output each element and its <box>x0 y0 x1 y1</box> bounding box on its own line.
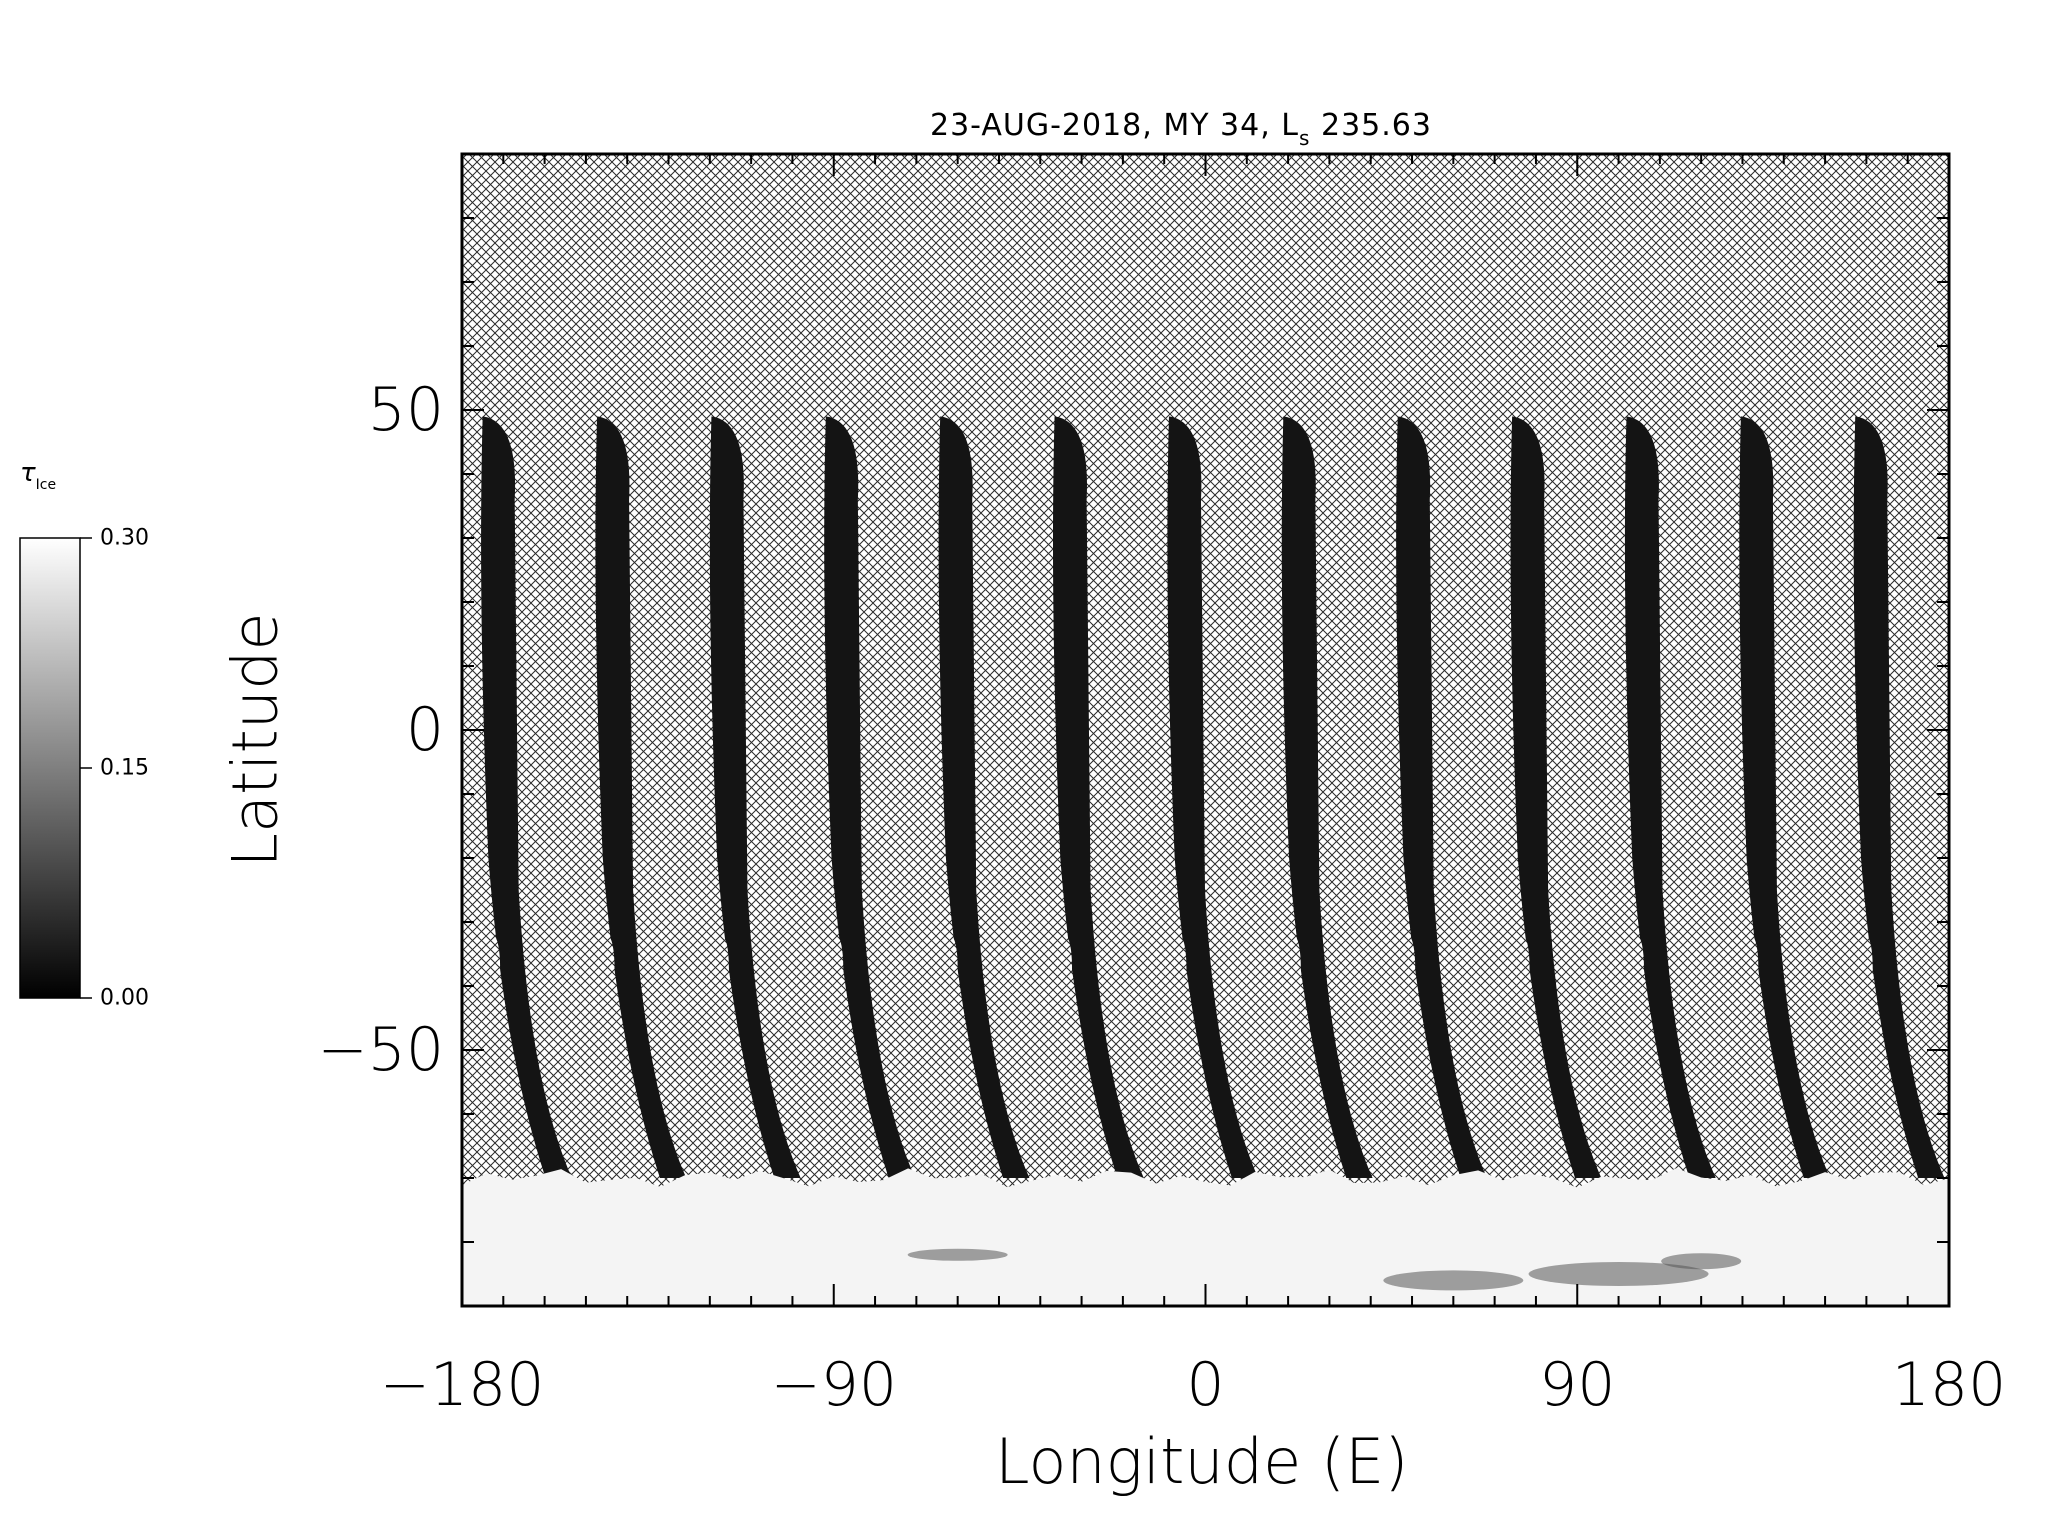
data-gap <box>1288 936 1301 997</box>
data-gap <box>1060 936 1073 997</box>
colorbar-tick-label: 0.30 <box>100 525 149 551</box>
hood-shadow <box>1528 1262 1709 1286</box>
x-tick-label: 90 <box>1539 1350 1616 1420</box>
colorbar-title: τIce <box>20 458 57 493</box>
hood-shadow <box>907 1248 1008 1261</box>
x-axis-label: Longitude (E) <box>995 1425 1409 1498</box>
data-gap <box>716 936 729 997</box>
data-gap <box>945 936 958 997</box>
orbit-swath <box>1167 416 1259 1178</box>
x-tick-label: 180 <box>1891 1350 2007 1420</box>
orbit-swath <box>938 416 1030 1178</box>
orbit-swath <box>1510 416 1602 1178</box>
plot-background <box>462 154 1949 1306</box>
orbit-swath <box>1052 416 1144 1178</box>
orbit-swath <box>1968 416 2048 1178</box>
data-gap <box>1746 936 1759 997</box>
y-axis-label: Latitude <box>218 612 292 868</box>
y-tick-label: −50 <box>317 1015 444 1085</box>
orbit-swath <box>595 416 687 1178</box>
hood-shadow <box>1661 1253 1742 1270</box>
data-gap <box>1174 936 1187 997</box>
polar-hood-layer <box>462 1168 1949 1306</box>
data-gap <box>831 936 844 997</box>
x-tick-label: 0 <box>1186 1350 1225 1420</box>
data-gap <box>1860 936 1873 997</box>
axis-ticks <box>461 154 1950 1306</box>
data-gap <box>1403 936 1416 997</box>
orbit-swath <box>1624 416 1716 1178</box>
orbit-swath <box>1396 416 1487 1178</box>
data-gap <box>1975 937 1987 997</box>
data-gap <box>1517 936 1530 997</box>
chart-title: 23-AUG-2018, MY 34, Ls 235.63 <box>930 108 1432 150</box>
data-gap <box>602 936 615 997</box>
colorbar-ticks <box>80 537 92 999</box>
colorbar <box>19 537 81 999</box>
data-gap <box>1631 936 1644 997</box>
swath-layer <box>374 416 2048 1178</box>
colorbar-tick-label: 0.00 <box>100 985 149 1011</box>
orbit-swath <box>1853 416 1945 1178</box>
data-gap <box>488 936 501 997</box>
orbit-swath <box>1739 416 1831 1178</box>
orbit-swath <box>824 416 916 1178</box>
x-tick-label: −180 <box>379 1350 545 1420</box>
orbit-swath <box>709 416 801 1178</box>
orbit-swath <box>1281 416 1373 1178</box>
y-tick-label: 50 <box>367 375 444 445</box>
orbit-swath <box>481 416 572 1178</box>
hood-shadow <box>1383 1270 1524 1291</box>
colorbar-tick-label: 0.15 <box>100 755 149 781</box>
data-gap <box>374 937 386 997</box>
x-tick-label: −90 <box>770 1350 898 1420</box>
y-tick-label: 0 <box>405 695 444 765</box>
